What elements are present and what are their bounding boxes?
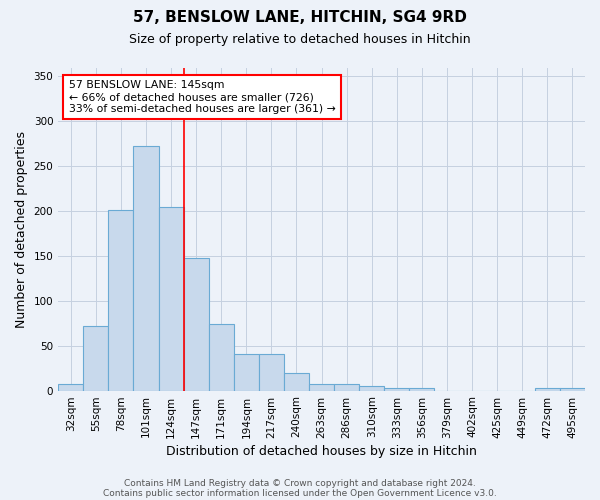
Text: Contains HM Land Registry data © Crown copyright and database right 2024.: Contains HM Land Registry data © Crown c… (124, 478, 476, 488)
Bar (385, 388, 409, 390)
Bar (133, 146, 158, 390)
Y-axis label: Number of detached properties: Number of detached properties (15, 130, 28, 328)
Text: 57, BENSLOW LANE, HITCHIN, SG4 9RD: 57, BENSLOW LANE, HITCHIN, SG4 9RD (133, 10, 467, 25)
Text: 57 BENSLOW LANE: 145sqm
← 66% of detached houses are smaller (726)
33% of semi-d: 57 BENSLOW LANE: 145sqm ← 66% of detache… (69, 80, 335, 114)
Bar (560, 388, 585, 390)
Bar (234, 354, 259, 391)
Bar (309, 384, 334, 390)
Text: Size of property relative to detached houses in Hitchin: Size of property relative to detached ho… (129, 32, 471, 46)
Bar (409, 388, 434, 390)
Bar (284, 372, 309, 390)
Bar (83, 326, 109, 390)
Bar (58, 384, 83, 390)
Bar (158, 208, 184, 390)
Bar (334, 384, 359, 390)
Bar (259, 354, 284, 391)
X-axis label: Distribution of detached houses by size in Hitchin: Distribution of detached houses by size … (166, 444, 477, 458)
Bar (535, 388, 560, 390)
Text: Contains public sector information licensed under the Open Government Licence v3: Contains public sector information licen… (103, 488, 497, 498)
Bar (109, 210, 133, 390)
Bar (359, 386, 385, 390)
Bar (184, 258, 209, 390)
Bar (209, 324, 234, 390)
